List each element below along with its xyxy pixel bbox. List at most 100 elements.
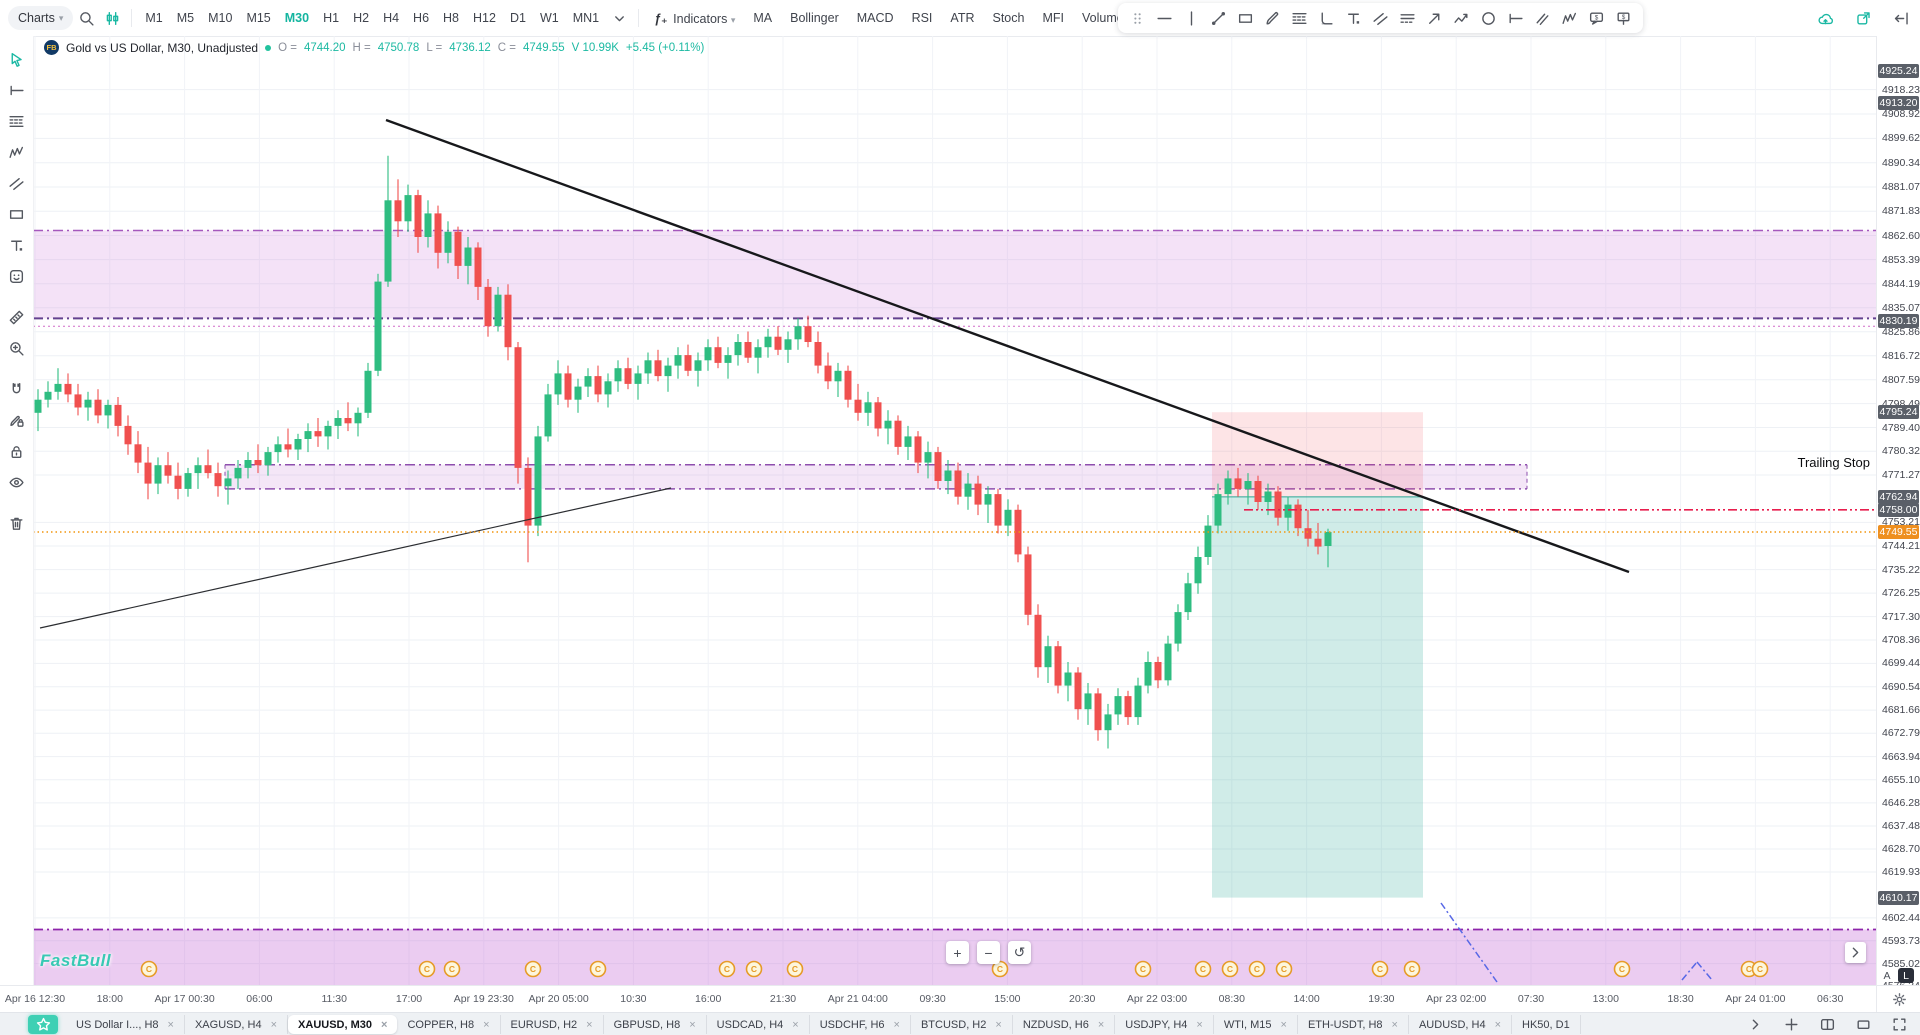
blue-projection-line-2[interactable] [1681, 961, 1698, 981]
horizontal-lines-tool[interactable] [1394, 5, 1421, 31]
ascending-trendline[interactable] [39, 487, 672, 629]
fib-retracement-tool[interactable] [1286, 5, 1313, 31]
delete-tool[interactable] [6, 512, 28, 534]
close-tab-icon[interactable]: × [893, 1018, 900, 1031]
tab-btcusd-h2[interactable]: BTCUSD, H2 × [911, 1015, 1013, 1034]
zoom-in-tool[interactable] [6, 337, 28, 359]
tab-usdjpy-h4[interactable]: USDJPY, H4 × [1115, 1015, 1214, 1034]
minimize-window-icon[interactable] [1850, 1012, 1876, 1035]
parallel-lines-tool[interactable] [1529, 5, 1556, 31]
trend-line-tool[interactable] [1205, 5, 1232, 31]
collapse-toolbar-icon[interactable] [1888, 5, 1914, 31]
horizontal-line-tool[interactable] [1151, 5, 1178, 31]
reset-view-button[interactable]: ↺ [1008, 941, 1031, 964]
close-tab-icon[interactable]: × [586, 1018, 593, 1031]
tab-wti-m15[interactable]: WTI, M15 × [1214, 1015, 1298, 1034]
timeframe-h8[interactable]: H8 [443, 11, 460, 25]
text-tool[interactable] [1340, 5, 1367, 31]
magnet-tool[interactable] [6, 378, 28, 400]
arrow-tool[interactable] [1421, 5, 1448, 31]
close-tab-icon[interactable]: × [1391, 1018, 1398, 1031]
cloud-save-icon[interactable] [1812, 5, 1838, 31]
timeframe-h6[interactable]: H6 [413, 11, 430, 25]
symbol-title[interactable]: Gold vs US Dollar, M30, Unadjusted [66, 40, 259, 55]
descending-trendline[interactable] [385, 118, 1630, 574]
close-tab-icon[interactable]: × [1196, 1018, 1203, 1031]
cursor-tool[interactable] [6, 48, 28, 70]
indicator-shortcut-rsi[interactable]: RSI [911, 11, 933, 25]
tab-audusd-h4[interactable]: AUDUSD, H4 × [1409, 1015, 1513, 1034]
split-layout-icon[interactable] [1814, 1012, 1840, 1035]
timeframe-h2[interactable]: H2 [353, 11, 370, 25]
indicator-shortcut-atr[interactable]: ATR [950, 11, 975, 25]
tab-nzdusd-h6[interactable]: NZDUSD, H6 × [1013, 1015, 1116, 1034]
tab-eurusd-h2[interactable]: EURUSD, H2 × [501, 1015, 604, 1034]
trailing-stop-label[interactable]: Trailing Stop [1797, 455, 1871, 470]
horizontal-ray-tool[interactable] [6, 79, 28, 101]
close-tab-icon[interactable]: × [792, 1018, 799, 1031]
indicator-shortcut-mfi[interactable]: MFI [1042, 11, 1064, 25]
tab-copper-h8[interactable]: COPPER, H8 × [397, 1015, 501, 1034]
close-tab-icon[interactable]: × [483, 1018, 490, 1031]
time-axis[interactable]: Apr 16 12:30 18:00 Apr 17 00:30 06:00 11:30 1… [0, 985, 1876, 1013]
price-note-tool[interactable]: $ [1583, 5, 1610, 31]
tab-us-dollar-i-h8[interactable]: US Dollar I..., H8 × [66, 1015, 185, 1034]
emoji-tool[interactable] [6, 265, 28, 287]
hide-drawings-tool[interactable] [6, 471, 28, 493]
circle-tool[interactable] [1475, 5, 1502, 31]
tab-eth-usdt-h8[interactable]: ETH-USDT, H8 × [1298, 1015, 1409, 1034]
add-tab-icon[interactable] [1778, 1012, 1804, 1035]
close-tab-icon[interactable]: × [270, 1018, 278, 1031]
upper-supply-zone[interactable] [33, 229, 1876, 327]
ruler-tool[interactable] [6, 306, 28, 328]
horizontal-ray-tool[interactable] [1502, 5, 1529, 31]
fullscreen-icon[interactable] [1886, 1012, 1912, 1035]
timeframe-m1[interactable]: M1 [145, 11, 163, 25]
parallel-channel-tool[interactable] [1367, 5, 1394, 31]
elliott-wave-tool[interactable] [1556, 5, 1583, 31]
timeframe-w1[interactable]: W1 [539, 11, 559, 25]
favorites-star-icon[interactable] [28, 1015, 58, 1034]
timeframe-m10[interactable]: M10 [208, 11, 233, 25]
log-scale-button[interactable]: L [1898, 968, 1914, 983]
drag-handle[interactable] [1124, 5, 1151, 31]
brush-tool[interactable] [1259, 5, 1286, 31]
timeframes-dropdown-icon[interactable] [606, 5, 632, 31]
arc-tool[interactable] [1313, 5, 1340, 31]
timeframe-m30[interactable]: M30 [284, 11, 310, 25]
close-tab-icon[interactable]: × [1097, 1018, 1105, 1031]
rectangle-tool[interactable] [1232, 5, 1259, 31]
tab-usdcad-h4[interactable]: USDCAD, H4 × [707, 1015, 810, 1034]
close-tab-icon[interactable]: × [1280, 1018, 1287, 1031]
share-icon[interactable] [1850, 5, 1876, 31]
timeframe-h1[interactable]: H1 [323, 11, 340, 25]
mid-demand-zone[interactable] [224, 463, 1528, 490]
short-position-tool[interactable] [1212, 412, 1423, 898]
close-tab-icon[interactable]: × [995, 1018, 1002, 1031]
zoom-in-button[interactable]: + [946, 941, 969, 964]
blue-projection-line-3[interactable] [1696, 961, 1713, 981]
unlock-tool[interactable] [6, 440, 28, 462]
indicator-shortcut-stoch[interactable]: Stoch [992, 11, 1025, 25]
indicator-shortcut-volumes[interactable]: Volumes [1081, 11, 1130, 25]
vertical-line-tool[interactable] [1178, 5, 1205, 31]
close-tab-icon[interactable]: × [381, 1018, 388, 1031]
elliott-wave-tool[interactable] [6, 141, 28, 163]
rectangle-tool[interactable] [6, 203, 28, 225]
close-tab-icon[interactable]: × [1494, 1018, 1502, 1031]
timeframe-h12[interactable]: H12 [473, 11, 496, 25]
axis-settings-corner[interactable] [1876, 985, 1920, 1013]
tab-hk50-d1[interactable]: HK50, D1 [1512, 1015, 1581, 1034]
charts-menu-button[interactable]: Charts ▾ [8, 6, 74, 30]
indicator-shortcut-ma[interactable]: MA [753, 11, 773, 25]
tab-xauusd-m30[interactable]: XAUUSD, M30 × [288, 1015, 398, 1034]
search-icon[interactable] [73, 5, 99, 31]
indicators-button[interactable]: ƒ₊ Indicators ▾ [654, 11, 736, 26]
scroll-tabs-right-icon[interactable] [1742, 1012, 1768, 1035]
blue-projection-line-1[interactable] [1440, 902, 1498, 983]
close-tab-icon[interactable]: × [689, 1018, 696, 1031]
lock-drawings-tool[interactable] [6, 409, 28, 431]
indicator-shortcut-macd[interactable]: MACD [856, 11, 894, 25]
